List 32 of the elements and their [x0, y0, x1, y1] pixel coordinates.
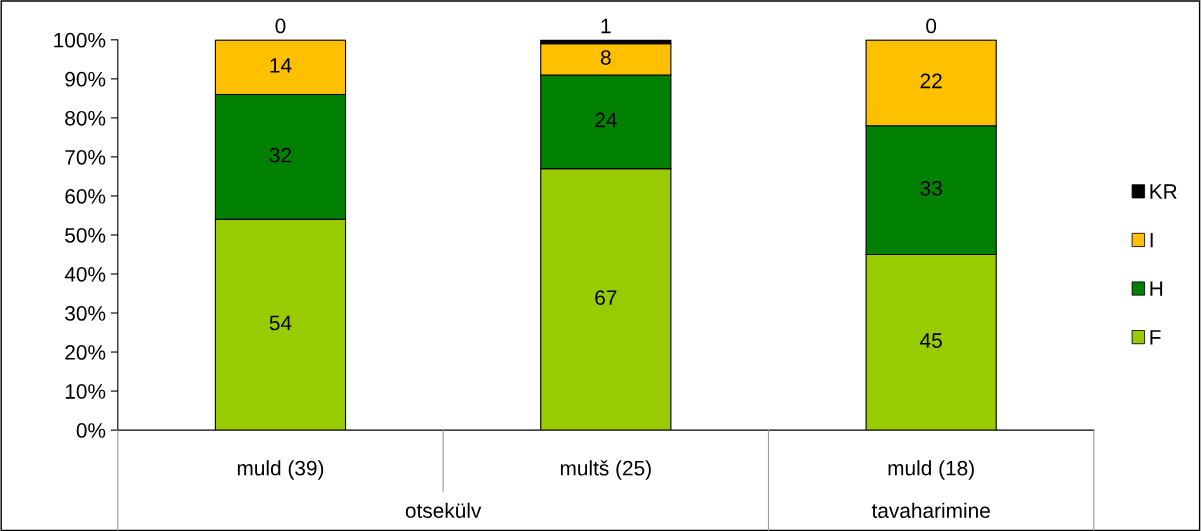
data-label: 32 — [269, 147, 292, 163]
legend-label: H — [1150, 281, 1163, 296]
y-tick-label: 50% — [65, 227, 106, 243]
data-label: 67 — [595, 290, 617, 305]
legend-label: F — [1150, 330, 1161, 345]
y-tick-label: 20% — [65, 345, 106, 360]
data-label: 24 — [595, 112, 617, 128]
y-tick-label: 40% — [64, 267, 106, 282]
x-tick-label: muld (39) — [237, 460, 324, 480]
y-tick-label: 30% — [65, 306, 106, 321]
data-label: 33 — [920, 180, 942, 196]
data-label: 54 — [269, 315, 292, 331]
y-tick-label: 100% — [54, 32, 106, 48]
y-tick-label: 80% — [65, 110, 106, 126]
y-tick-label: 10% — [65, 384, 106, 399]
text: otsekülv — [405, 502, 482, 519]
text: tavaharimine — [871, 502, 990, 519]
x-tick-label: muld (18) — [888, 460, 974, 480]
x-tick-label: multš (25) — [560, 460, 651, 480]
legend-label: KR — [1150, 184, 1177, 199]
data-label: 1 — [601, 18, 611, 34]
data-label: 45 — [920, 333, 942, 348]
data-label: 22 — [920, 73, 942, 89]
data-label: 0 — [275, 18, 286, 34]
data-label: 8 — [600, 50, 611, 65]
y-tick-label: 70% — [65, 149, 106, 165]
data-label: 0 — [926, 18, 937, 34]
y-tick-label: 60% — [65, 188, 106, 204]
y-tick-label: 0% — [76, 423, 106, 438]
legend-label: I — [1150, 232, 1153, 248]
y-tick-label: 90% — [65, 71, 106, 87]
data-label: 14 — [270, 58, 292, 73]
